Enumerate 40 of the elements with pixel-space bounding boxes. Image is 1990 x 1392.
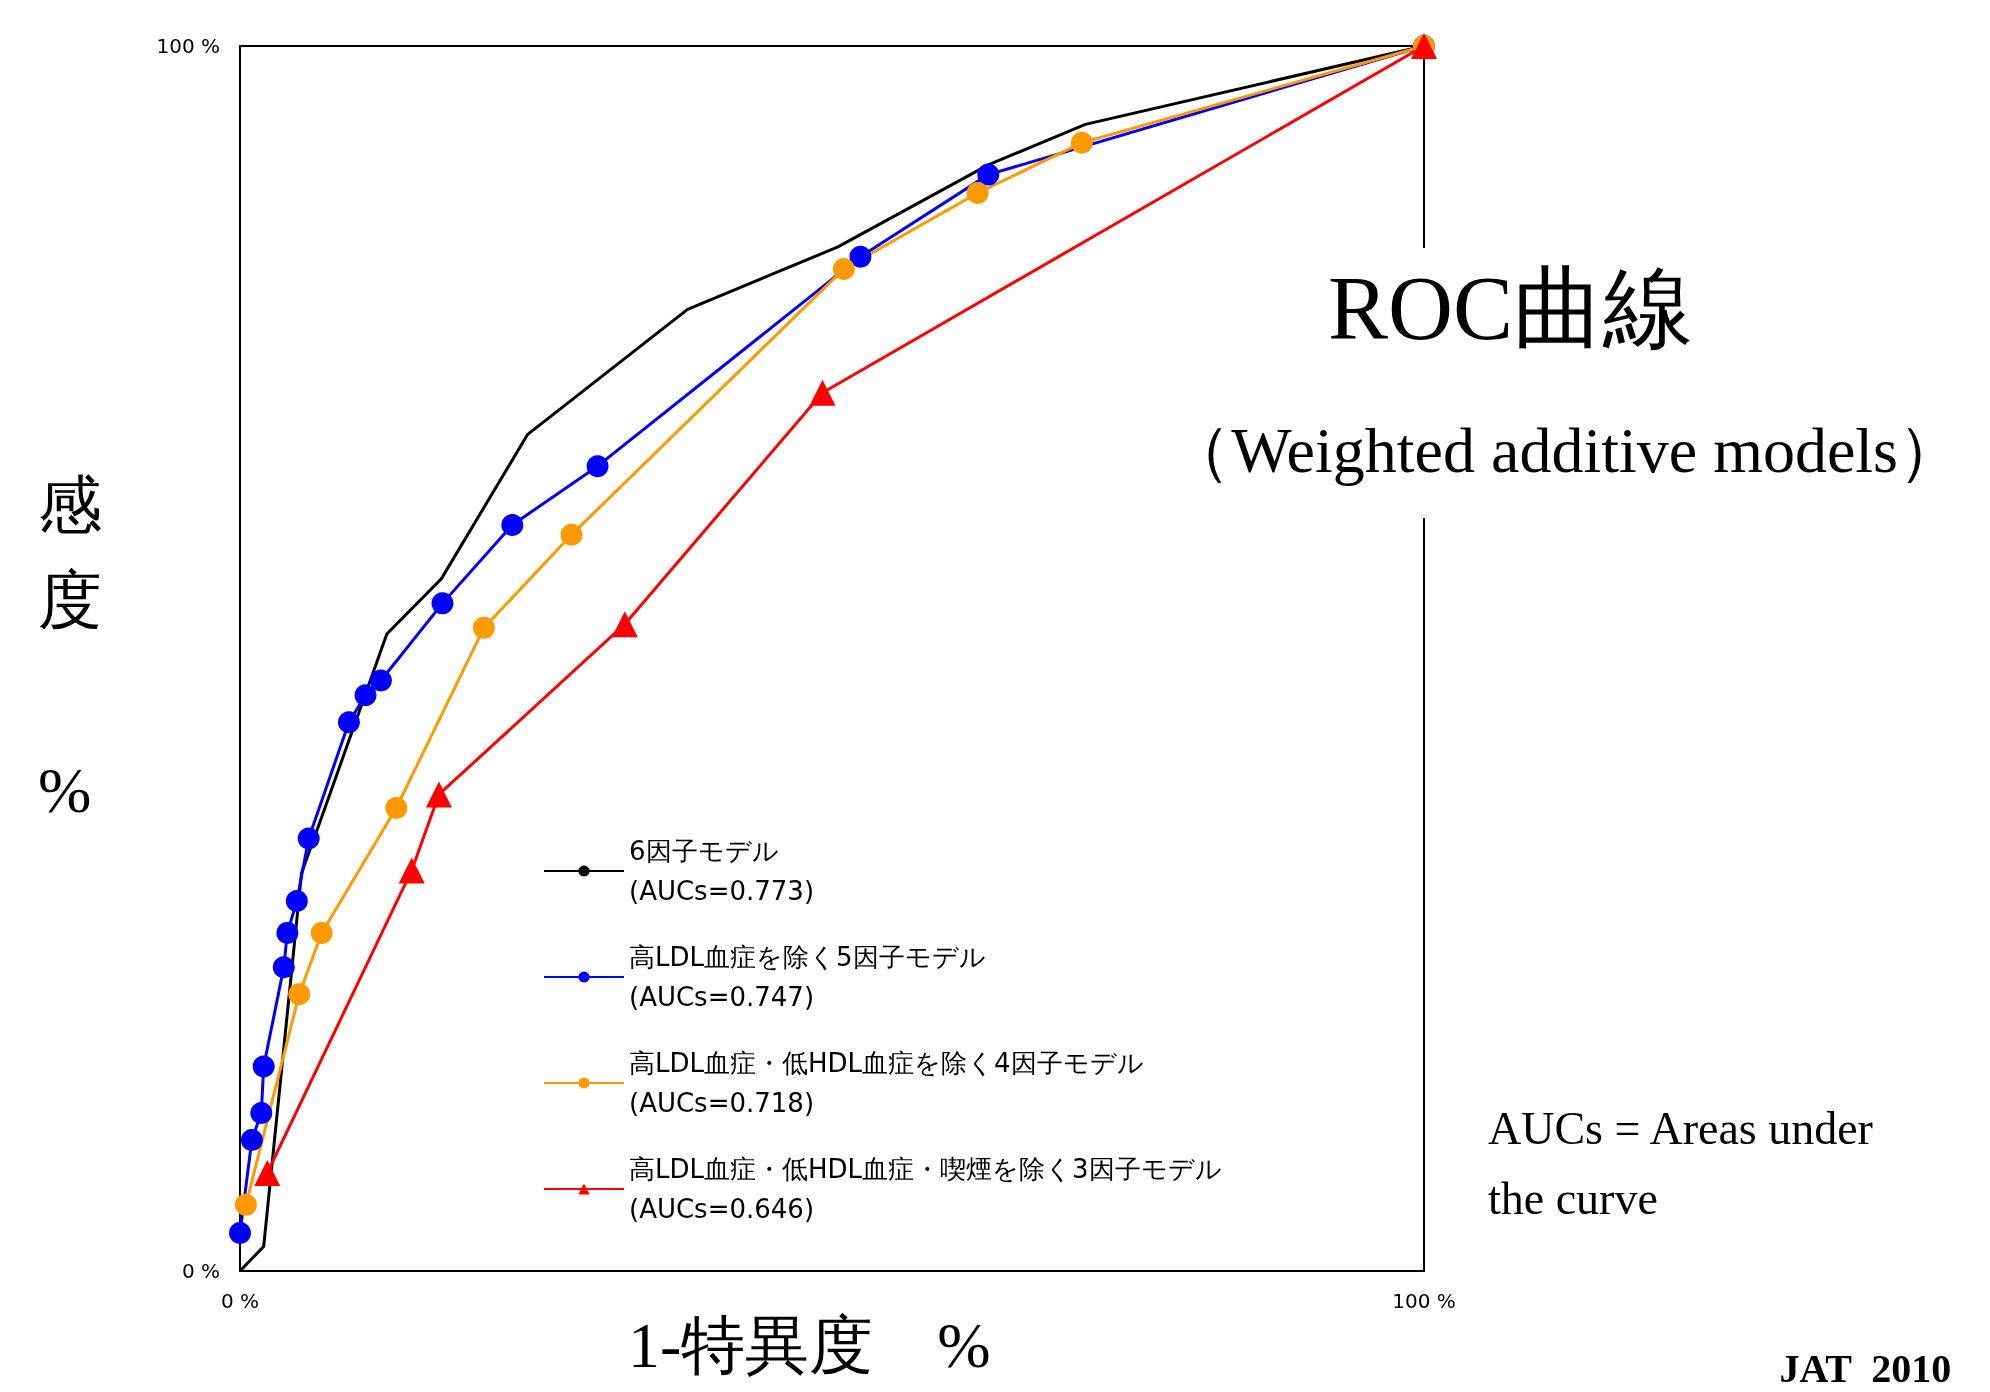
text: 感度 % bbox=[38, 470, 102, 826]
point bbox=[252, 1055, 275, 1078]
point bbox=[966, 182, 989, 204]
point bbox=[977, 163, 1000, 186]
point bbox=[285, 890, 308, 913]
point bbox=[310, 921, 333, 944]
point bbox=[472, 616, 495, 639]
point bbox=[809, 379, 836, 406]
text: AUCs = Areas under the curve bbox=[1488, 1102, 1873, 1224]
point bbox=[288, 983, 311, 1006]
legend-label: 高LDL血症・低HDL血症・喫煙を除く3因子モデル (AUCs=0.646) bbox=[629, 1154, 1222, 1224]
legend-label: 高LDL血症・低HDL血症を除く4因子モデル (AUCs=0.718) bbox=[629, 1048, 1144, 1118]
point bbox=[398, 857, 425, 884]
point bbox=[276, 921, 299, 944]
point bbox=[501, 513, 524, 536]
point bbox=[297, 827, 320, 850]
point bbox=[369, 669, 392, 692]
point bbox=[611, 611, 638, 638]
point bbox=[354, 684, 377, 707]
point bbox=[254, 1160, 281, 1186]
point bbox=[832, 257, 855, 280]
point bbox=[229, 1222, 251, 1245]
text: JAT 2010 bbox=[1779, 1345, 1952, 1391]
point bbox=[1070, 131, 1093, 154]
point bbox=[586, 455, 609, 478]
text: ROC曲線 bbox=[1328, 258, 1694, 358]
legend-label: 高LDL血症を除く5因子モデル (AUCs=0.747) bbox=[629, 942, 986, 1012]
legend-label: 6因子モデル (AUCs=0.773) bbox=[629, 836, 815, 906]
point bbox=[431, 592, 454, 615]
point bbox=[425, 781, 452, 808]
point bbox=[385, 796, 408, 819]
x-axis-title: 1-特異度 % bbox=[628, 1309, 991, 1381]
point bbox=[849, 245, 872, 268]
point bbox=[250, 1101, 273, 1124]
point bbox=[234, 1193, 257, 1216]
point bbox=[272, 956, 295, 979]
text: （Weighted additive models） bbox=[1167, 414, 1962, 486]
point bbox=[337, 711, 360, 734]
point bbox=[560, 523, 583, 546]
point bbox=[240, 1128, 263, 1151]
